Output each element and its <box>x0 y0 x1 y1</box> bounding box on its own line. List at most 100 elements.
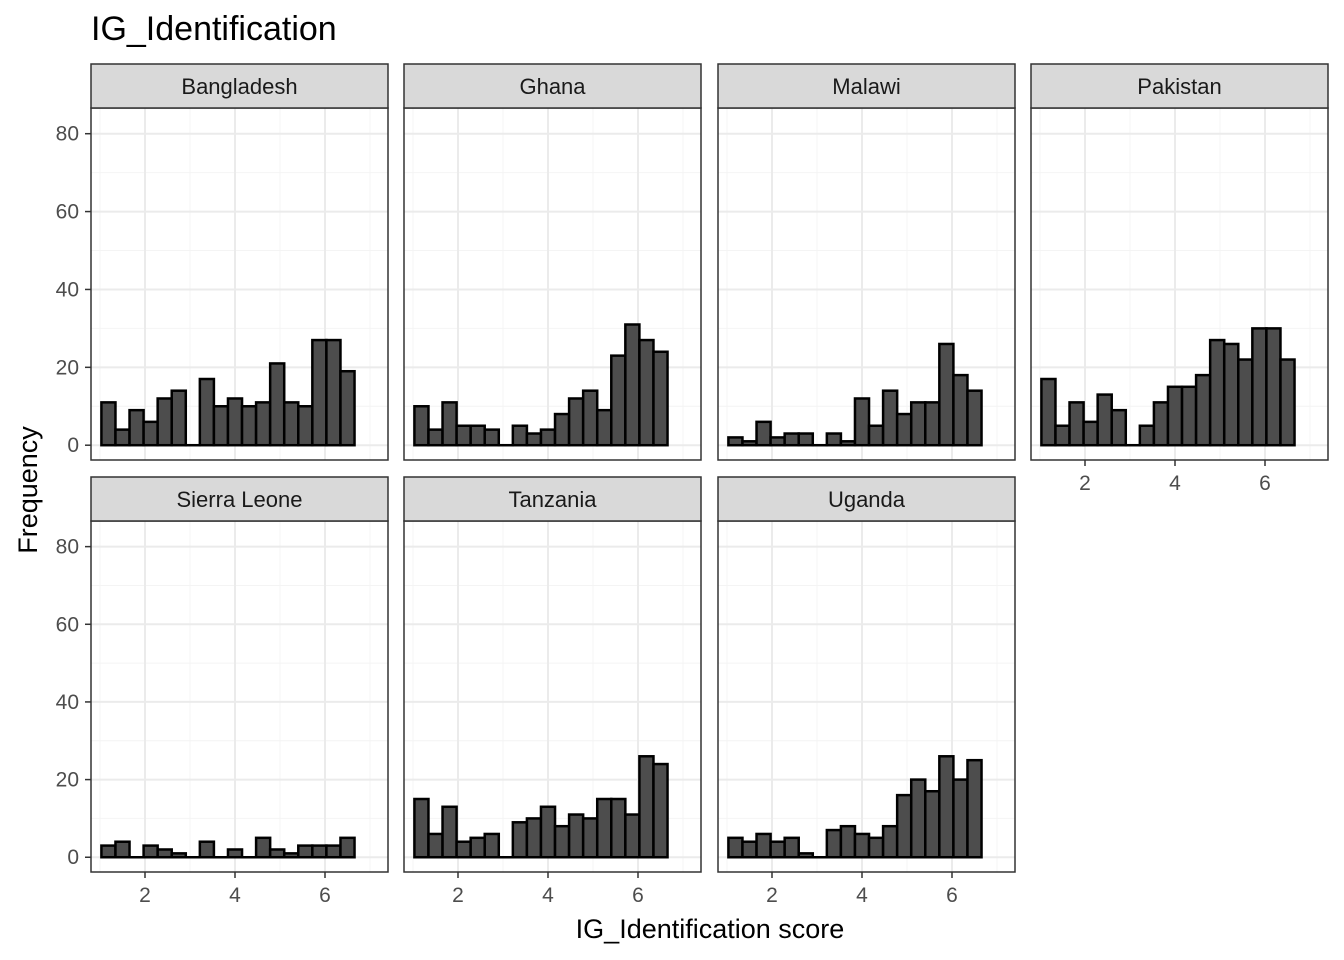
histogram-bar <box>1054 424 1071 447</box>
histogram-bar <box>1208 338 1226 447</box>
histogram-bar <box>895 412 913 447</box>
histogram-bar <box>652 762 669 859</box>
histogram-bar <box>839 440 857 447</box>
x-tick-label: 6 <box>1259 472 1271 495</box>
histogram-bar <box>240 405 258 447</box>
x-tick-label: 4 <box>1169 472 1181 495</box>
histogram-bar <box>1110 408 1128 447</box>
histogram-bar <box>254 401 272 447</box>
x-tick-label: 2 <box>139 884 151 907</box>
histogram-bar <box>952 373 969 447</box>
strip-background <box>403 476 702 522</box>
histogram-bar <box>469 424 486 447</box>
strip-label-uganda: Uganda <box>828 487 906 512</box>
panel-malawi: Malawi <box>717 63 1016 461</box>
histogram-bar <box>282 401 300 447</box>
histogram-bar <box>1138 424 1156 447</box>
histogram-bar <box>938 755 955 859</box>
histogram-bar <box>156 848 173 859</box>
histogram-bar <box>783 432 800 447</box>
strip-label-sierra-leone: Sierra Leone <box>177 487 303 512</box>
histogram-bar <box>100 401 117 447</box>
strip-label-pakistan: Pakistan <box>1137 74 1221 99</box>
histogram-bar <box>142 420 159 447</box>
histogram-bar <box>114 428 131 447</box>
histogram-bar <box>268 848 286 859</box>
histogram-bar <box>525 817 543 859</box>
x-tick-label: 6 <box>946 884 958 907</box>
histogram-bar <box>797 852 815 859</box>
strip-label-ghana: Ghana <box>519 74 586 99</box>
histogram-bar <box>170 389 188 447</box>
histogram-bar <box>441 401 458 447</box>
x-tick-label: 2 <box>452 884 464 907</box>
histogram-bar <box>595 408 613 447</box>
histogram-bar <box>297 844 314 859</box>
histogram-bar <box>297 405 314 447</box>
histogram-bar <box>567 813 585 859</box>
x-tick-label: 6 <box>632 884 644 907</box>
y-tick-label: 20 <box>56 769 79 792</box>
x-tick-label: 4 <box>856 884 868 907</box>
histogram-bar <box>553 412 571 447</box>
histogram-bar <box>539 428 557 447</box>
panel-bangladesh: Bangladesh 0 20 40 60 80 <box>56 63 389 461</box>
histogram-bar <box>741 440 758 447</box>
histogram-bar <box>525 432 543 447</box>
histogram-bar <box>1166 385 1184 447</box>
histogram-bar <box>924 789 941 859</box>
strip-label-bangladesh: Bangladesh <box>181 74 297 99</box>
y-tick-label: 0 <box>67 434 79 457</box>
x-tick-label: 2 <box>1079 472 1091 495</box>
histogram-bar <box>1096 393 1113 447</box>
panel-uganda: Uganda 2 4 6 <box>717 476 1016 907</box>
histogram-bar <box>966 389 983 447</box>
histogram-bar <box>212 405 230 447</box>
strip-background <box>1030 63 1329 109</box>
histogram-bar <box>741 840 758 859</box>
y-tick-label: 80 <box>56 536 79 559</box>
histogram-bar <box>254 836 272 859</box>
histogram-bar <box>881 824 899 859</box>
histogram-bar <box>511 424 529 447</box>
strip-label-malawi: Malawi <box>832 74 900 99</box>
histogram-bar <box>114 840 131 859</box>
y-tick-label: 80 <box>56 123 79 146</box>
strip-background <box>90 476 389 522</box>
histogram-bar <box>427 832 444 859</box>
histogram-bar <box>839 824 857 859</box>
histogram-bar <box>595 797 613 859</box>
histogram-bar <box>783 836 800 859</box>
histogram-bar <box>1194 373 1212 447</box>
strip-background <box>90 63 389 109</box>
x-tick-label: 6 <box>319 884 331 907</box>
histogram-bar <box>581 817 599 859</box>
histogram-bar <box>727 836 744 859</box>
histogram-bar <box>567 397 585 447</box>
histogram-bar <box>441 805 458 859</box>
histogram-bar <box>128 408 145 447</box>
histogram-bar <box>311 844 328 859</box>
histogram-bar <box>511 821 529 859</box>
histogram-bar <box>769 436 786 447</box>
histogram-bar <box>610 354 627 447</box>
histogram-bar <box>755 420 772 447</box>
panel-background <box>91 521 388 872</box>
histogram-bar <box>638 755 655 859</box>
histogram-bar <box>100 844 117 859</box>
histogram-bar <box>311 338 328 447</box>
histogram-bar <box>909 401 927 447</box>
histogram-bar <box>853 397 871 447</box>
histogram-bar <box>1265 327 1282 447</box>
histogram-bar <box>325 844 342 859</box>
histogram-bar <box>413 797 430 859</box>
strip-background <box>403 63 702 109</box>
histogram-bar <box>727 436 744 447</box>
histogram-bar <box>427 428 444 447</box>
panel-sierra-leone: Sierra Leone 0 20 40 60 80 2 4 6 <box>56 476 389 907</box>
y-tick-label: 40 <box>56 691 79 714</box>
panel-tanzania: Tanzania 2 4 6 <box>403 476 702 907</box>
histogram-bar <box>1222 342 1240 447</box>
